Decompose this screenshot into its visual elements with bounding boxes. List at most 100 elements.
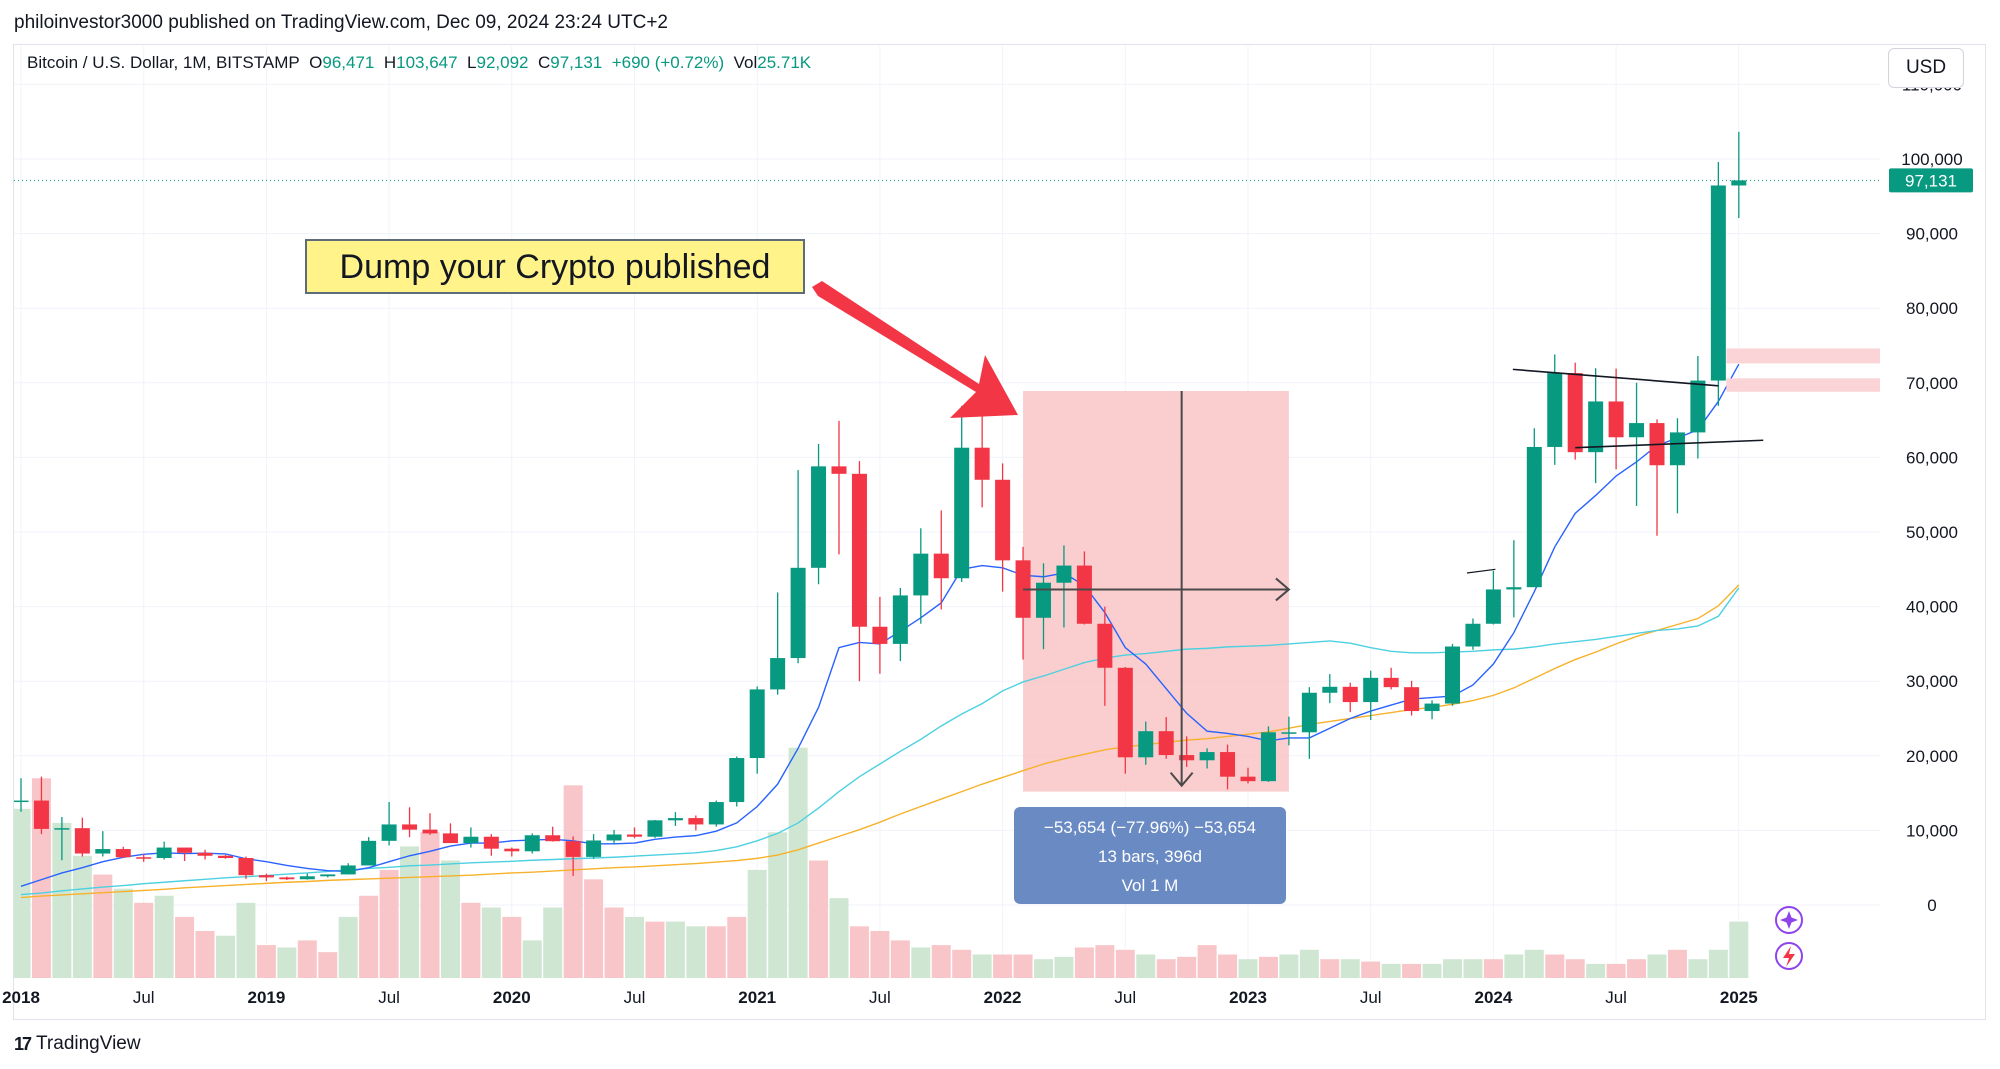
volume-bar [1340,959,1360,978]
y-tick-label: 110,000 [1902,75,1962,94]
candle-body [647,820,663,837]
candle-body [218,855,233,859]
volume-bar [1586,963,1606,978]
volume-bar [1545,954,1565,978]
candle-body [136,857,152,859]
volume-bar [686,926,706,978]
candle-body [1342,686,1358,703]
annotation-arrow [812,281,1018,418]
candle-body [667,818,683,821]
candle-body [1690,380,1706,433]
volume-bar [931,945,951,978]
candle-body [1608,401,1624,438]
volume-bar [604,907,624,978]
candle-body [1036,582,1051,618]
candle-body [811,466,827,568]
candle-body [238,858,254,876]
volume-value: 25.71K [757,53,812,72]
volume-bar [1524,949,1544,978]
candle-body [361,840,377,866]
candle-body [54,828,70,830]
lightning-icon[interactable] [1775,942,1803,970]
candle-body [1445,646,1460,704]
candle-body [872,626,888,644]
volume-bar [563,785,583,978]
candle-body [402,824,418,830]
candle-body [1301,692,1317,733]
volume-bar [461,902,481,978]
tradingview-logo[interactable]: 17 TradingView [14,1033,141,1055]
volume-bar [952,949,972,978]
volume-bar [359,895,379,978]
y-tick-label: 50,000 [1906,523,1958,542]
change-value: +690 (+0.72%) [611,53,725,72]
candle-body [422,829,438,834]
tradingview-mark-icon: 17 [14,1033,32,1054]
high-value: 103,647 [396,53,458,72]
volume-bar [256,945,276,978]
x-tick-label: 2022 [984,988,1022,1007]
y-tick-label: 70,000 [1906,374,1958,393]
candle-body [1281,732,1297,734]
volume-bar [1443,959,1462,978]
range-line-top [1512,368,1719,387]
currency-button[interactable]: USD [1888,48,1964,88]
candle-body [1158,731,1174,756]
measure-tooltip-line2: 13 bars, 396d [1098,847,1202,866]
candle-body [1567,373,1583,453]
x-tick-label: Jul [869,988,891,1007]
candle-body [688,818,704,825]
volume-bar [911,947,931,978]
volume-bar [1034,959,1053,978]
candle-body [1731,180,1747,186]
volume-bar [1258,956,1278,978]
candle-body [1424,703,1440,712]
candle-body [565,841,581,857]
candle-body [1260,732,1276,782]
volume-bar [747,869,767,978]
measure-tooltip-line3: Vol 1 M [1122,876,1179,895]
volume-bar [993,954,1013,978]
candle-body [177,847,193,853]
candle-body [463,836,479,844]
volume-bar [1708,949,1728,978]
candle-body [831,466,847,474]
volume-bar [706,926,726,978]
volume-bar [1565,959,1585,978]
candle-body [913,553,929,596]
volume-bar [1381,963,1401,978]
candle-body [627,834,642,837]
volume-bar [502,916,522,978]
symbol-name[interactable]: Bitcoin / U.S. Dollar, 1M, BITSTAMP [27,53,300,72]
publish-header: philoinvestor3000 published on TradingVi… [14,12,668,33]
chart-frame [13,44,1986,1020]
volume-bar [14,808,31,978]
volume-bar [1299,949,1319,978]
candle-body [1629,423,1645,438]
candle-body [442,833,458,844]
price-tag-bg [1889,168,1973,193]
volume-bar [522,940,542,978]
candle-body [749,689,765,759]
volume-bar [809,860,829,978]
volume-bar [1197,945,1217,978]
volume-bar [1136,954,1156,978]
sparkle-icon[interactable] [1775,906,1803,934]
candle-body [33,800,49,829]
volume-bar [318,952,338,978]
tradingview-brand: TradingView [36,1033,141,1054]
low-value: 92,092 [476,53,529,72]
volume-bar [849,926,869,978]
ohlc-legend: Bitcoin / U.S. Dollar, 1M, BITSTAMP O96,… [27,53,811,73]
candle-body [851,473,867,627]
volume-bar [400,846,420,978]
candle-body [258,875,274,878]
candle-body [1220,752,1236,777]
measure-tooltip: −53,654 (−77.96%) −53,654 13 bars, 396d Vo… [1014,807,1286,904]
candle-body [1383,677,1399,688]
plot-area [14,46,1880,978]
price-tag: 97,131 [1889,168,1973,193]
y-tick-label: 40,000 [1906,598,1958,617]
open-value: 96,471 [322,53,375,72]
